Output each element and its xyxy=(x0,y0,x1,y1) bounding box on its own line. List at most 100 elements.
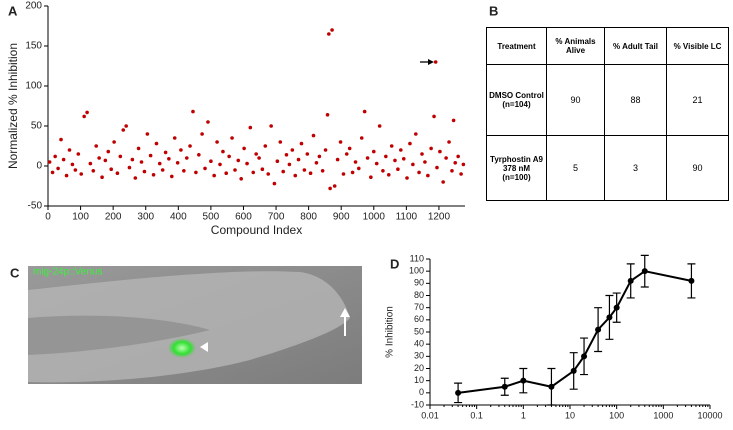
point xyxy=(218,162,222,167)
y-tick-label: 110 xyxy=(410,253,424,263)
point xyxy=(302,168,307,172)
point xyxy=(305,152,310,156)
line xyxy=(457,270,692,394)
y-tick-label: 0 xyxy=(419,387,424,397)
point xyxy=(320,169,325,173)
x-tick-label: 700 xyxy=(268,212,285,223)
x-tick-label: 800 xyxy=(300,212,317,223)
point xyxy=(230,136,234,140)
y-tick-label: 60 xyxy=(414,314,424,324)
point xyxy=(606,314,613,321)
point xyxy=(613,304,620,311)
point xyxy=(317,154,322,159)
point xyxy=(396,167,400,171)
point xyxy=(520,377,527,384)
y-tick-label: 0 xyxy=(36,161,42,172)
point xyxy=(627,277,634,284)
point xyxy=(408,141,412,146)
point xyxy=(82,114,86,119)
point xyxy=(79,172,84,176)
point xyxy=(330,28,334,32)
panel-label: C xyxy=(10,265,20,280)
point xyxy=(641,268,648,275)
y-tick-label: -50 xyxy=(28,201,43,212)
point xyxy=(353,160,358,164)
point xyxy=(254,152,258,156)
point xyxy=(595,326,602,333)
y-tick-label: 70 xyxy=(414,302,424,312)
point xyxy=(142,169,147,174)
point xyxy=(160,168,165,172)
point xyxy=(432,114,436,119)
point xyxy=(296,157,301,162)
point xyxy=(121,128,126,132)
point xyxy=(167,157,171,161)
y-tick-label: 10 xyxy=(414,375,424,385)
point xyxy=(248,125,253,130)
point xyxy=(429,146,433,151)
point xyxy=(209,159,213,163)
point xyxy=(393,158,397,163)
point xyxy=(290,148,295,152)
point xyxy=(278,140,283,144)
point xyxy=(148,153,153,158)
point xyxy=(212,173,216,178)
point xyxy=(263,144,268,148)
point xyxy=(56,166,60,171)
point xyxy=(455,389,462,396)
point xyxy=(94,144,99,148)
point xyxy=(688,277,695,284)
point xyxy=(405,176,409,180)
point xyxy=(384,154,388,159)
point xyxy=(221,149,225,154)
point xyxy=(224,171,229,175)
point xyxy=(76,152,81,156)
point xyxy=(157,161,162,166)
point xyxy=(118,154,123,159)
x-tick-label: 0 xyxy=(45,212,51,223)
point xyxy=(47,160,52,164)
y-tick-label: 20 xyxy=(414,363,424,373)
y-tick-label: 40 xyxy=(414,339,424,349)
point xyxy=(50,170,55,175)
image-label: mig-24p::Venus xyxy=(33,267,103,278)
point xyxy=(145,132,150,136)
point xyxy=(191,109,195,114)
point xyxy=(64,173,69,178)
x-tick-label: 400 xyxy=(170,212,187,223)
point xyxy=(179,148,183,152)
point xyxy=(581,353,588,360)
point xyxy=(163,150,168,155)
point xyxy=(328,186,332,191)
point xyxy=(136,146,141,151)
panel-label: B xyxy=(489,3,498,18)
x-tick-label: 10 xyxy=(565,410,575,420)
point xyxy=(272,181,277,186)
point xyxy=(239,177,243,181)
point xyxy=(338,140,343,144)
row-label: DMSO Control (n=104) xyxy=(486,64,547,136)
point xyxy=(548,383,555,390)
point xyxy=(369,175,373,179)
point xyxy=(172,136,177,140)
y-tick-label: 80 xyxy=(414,290,424,300)
point xyxy=(417,170,421,175)
point xyxy=(287,162,292,167)
x-tick-label: 1 xyxy=(521,410,526,420)
point xyxy=(266,172,271,176)
cell: 21 xyxy=(666,64,729,136)
point xyxy=(59,137,63,142)
y-tick-label: 150 xyxy=(25,41,42,52)
point xyxy=(399,148,403,152)
annotation-arrow xyxy=(428,59,434,65)
point xyxy=(236,158,241,163)
point xyxy=(374,161,379,166)
point xyxy=(251,170,256,175)
x-tick-label: 900 xyxy=(333,212,350,223)
header-cell: % Adult Tail xyxy=(604,27,667,65)
point xyxy=(356,166,361,171)
point xyxy=(130,157,135,162)
point xyxy=(453,161,458,165)
